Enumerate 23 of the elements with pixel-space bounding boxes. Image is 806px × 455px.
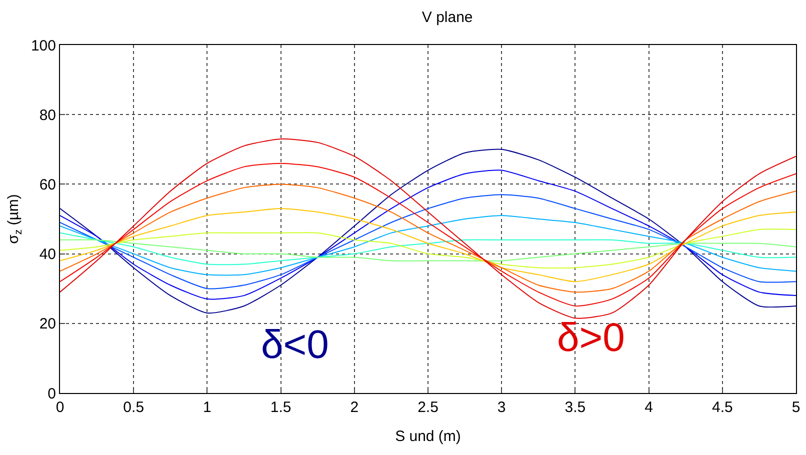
x-tick-label: 1.5 xyxy=(270,399,292,416)
y-tick-label: 20 xyxy=(39,316,56,333)
x-tick-label: 4.5 xyxy=(712,399,733,416)
line-series xyxy=(60,208,796,282)
x-tick-label: 2 xyxy=(350,399,359,416)
y-tick-label: 100 xyxy=(30,37,56,54)
x-axis-title: S und (m) xyxy=(395,428,461,445)
y-tick-label: 40 xyxy=(39,246,56,264)
x-tick-label: 3 xyxy=(497,399,506,416)
y-tick-label: 60 xyxy=(39,176,56,194)
x-tick-label: 1 xyxy=(203,399,212,416)
x-tick-label: 3.5 xyxy=(564,399,586,416)
y-tick-label: 0 xyxy=(48,385,56,402)
line-series xyxy=(60,215,796,276)
x-tick-label: 0.5 xyxy=(123,399,144,416)
x-tick-label: 2.5 xyxy=(418,399,438,416)
line-series xyxy=(60,239,796,262)
annotation: δ>0 xyxy=(557,316,625,360)
x-tick-label: 4 xyxy=(644,399,653,416)
annotation: δ<0 xyxy=(261,323,329,367)
x-tick-label: 5 xyxy=(792,399,800,416)
y-tick-label: 80 xyxy=(39,106,56,124)
chart-title: V plane xyxy=(422,8,473,26)
